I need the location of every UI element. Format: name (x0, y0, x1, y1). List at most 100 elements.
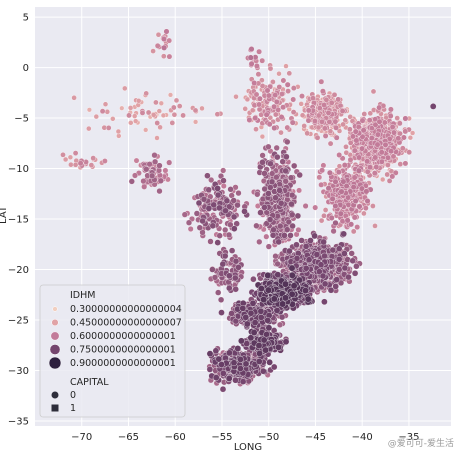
data-point (328, 99, 335, 106)
data-point (336, 152, 343, 158)
data-point (259, 77, 265, 83)
data-point (122, 85, 128, 92)
data-point (193, 210, 201, 217)
data-point (228, 247, 236, 254)
data-point (389, 124, 396, 130)
data-point (285, 88, 291, 94)
data-point (246, 117, 253, 123)
data-point (372, 154, 379, 161)
data-point (293, 241, 300, 249)
data-point (154, 42, 161, 49)
data-point (376, 118, 383, 125)
data-point (327, 286, 335, 294)
data-point (232, 376, 239, 384)
data-point (319, 167, 326, 174)
data-point (143, 166, 150, 173)
data-point (299, 93, 305, 99)
data-point (350, 184, 357, 191)
data-point (264, 87, 271, 94)
data-point (256, 48, 262, 55)
data-point (352, 198, 359, 204)
data-point (332, 178, 339, 185)
data-point (140, 178, 147, 185)
data-point (256, 106, 263, 113)
data-point (370, 88, 377, 95)
data-point (302, 203, 309, 209)
data-point (370, 203, 376, 209)
data-point (321, 298, 328, 306)
data-point (233, 94, 239, 100)
data-point (257, 209, 264, 216)
data-point (265, 143, 272, 150)
data-point (321, 252, 328, 260)
data-point (341, 250, 348, 257)
data-point (283, 153, 290, 160)
data-point (102, 158, 108, 164)
data-point (222, 207, 229, 215)
data-point (339, 218, 346, 225)
data-point (265, 243, 272, 250)
data-point (249, 107, 256, 114)
data-point (362, 205, 369, 211)
data-point (244, 96, 251, 103)
data-point (296, 187, 303, 194)
data-point (336, 128, 343, 134)
data-point (351, 174, 358, 181)
data-point (343, 144, 349, 150)
data-point (226, 284, 233, 292)
data-point (219, 260, 227, 268)
data-point (340, 178, 347, 185)
data-point (105, 125, 112, 131)
data-point (280, 104, 287, 111)
data-point (151, 152, 158, 159)
data-point (299, 112, 306, 119)
data-point (251, 80, 258, 86)
data-point (294, 212, 302, 220)
data-point (388, 106, 394, 113)
data-point (216, 232, 223, 239)
data-point (315, 124, 322, 131)
data-point (318, 217, 325, 224)
data-point (276, 84, 283, 90)
scatter-points (60, 28, 437, 393)
data-point (93, 113, 99, 120)
data-point (254, 191, 261, 198)
data-point (322, 133, 329, 139)
data-point (317, 261, 325, 268)
data-point (212, 347, 220, 355)
data-point (265, 92, 272, 99)
data-point (266, 216, 274, 223)
data-point (345, 273, 352, 281)
data-point (278, 129, 284, 136)
data-point (166, 53, 173, 60)
data-point (318, 181, 325, 188)
data-point (277, 222, 284, 230)
data-point (132, 172, 138, 179)
data-point (173, 97, 180, 104)
data-point (214, 111, 221, 117)
data-point (374, 131, 381, 138)
data-point (289, 222, 296, 230)
data-point (293, 255, 301, 262)
data-point (347, 114, 353, 120)
data-point (282, 167, 289, 175)
data-point (288, 200, 295, 208)
data-point (305, 107, 312, 114)
data-point (232, 286, 239, 293)
data-point (380, 176, 386, 183)
data-point (110, 116, 116, 122)
data-point (349, 257, 356, 264)
data-point (335, 256, 343, 263)
data-point (256, 95, 263, 102)
data-point (171, 111, 178, 118)
data-point (351, 214, 358, 221)
data-point (353, 263, 360, 270)
data-point (278, 114, 285, 121)
data-point (287, 232, 294, 239)
data-point (234, 201, 241, 209)
data-point (155, 31, 162, 38)
data-point (399, 145, 406, 152)
data-point (157, 124, 163, 130)
data-point (327, 140, 334, 147)
data-point (86, 125, 92, 132)
